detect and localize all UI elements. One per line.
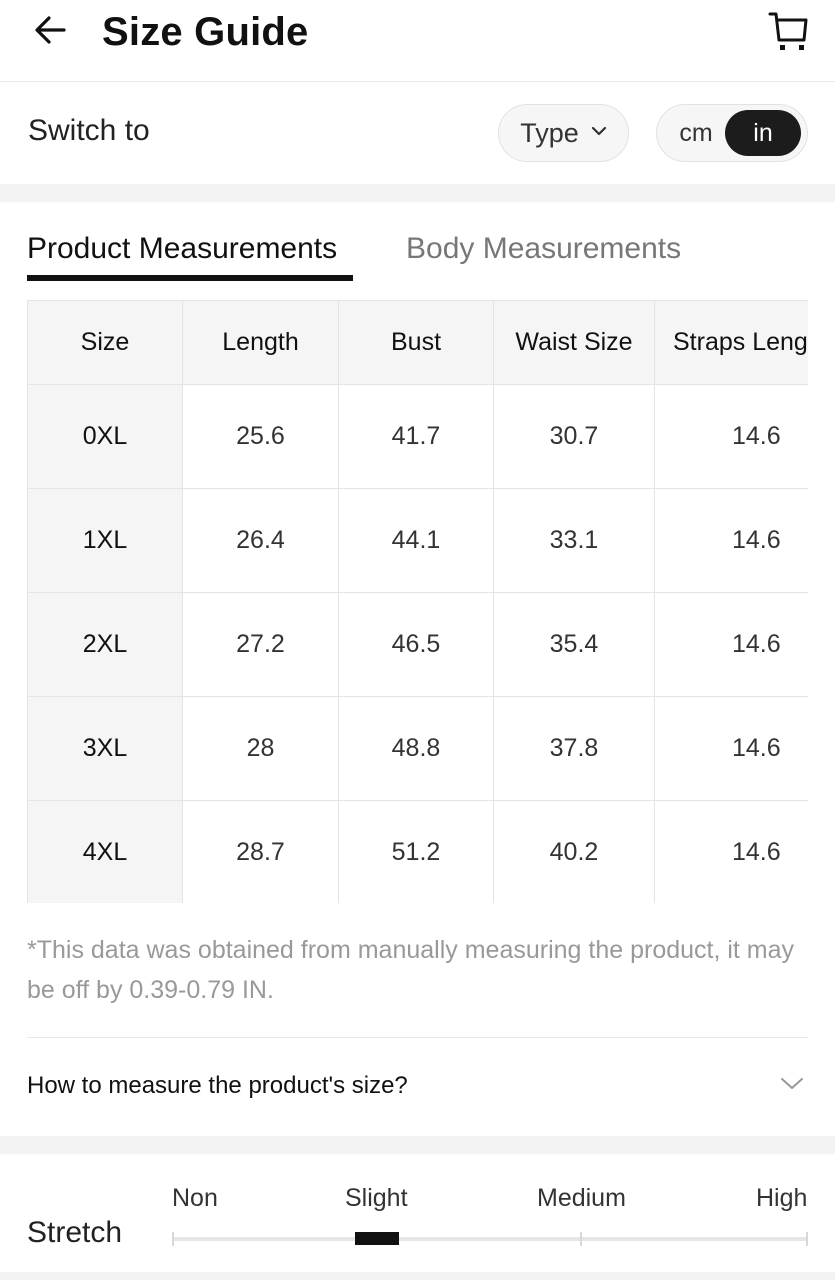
active-tab-indicator [27, 275, 353, 281]
size-cell: 3XL [27, 696, 183, 801]
size-table-scroll[interactable]: Size Length Bust Waist Size Straps Lengt… [27, 300, 808, 903]
page-title: Size Guide [102, 10, 309, 54]
chevron-down-icon [591, 124, 607, 142]
column-header: Size [27, 300, 183, 385]
table-cell: 48.8 [338, 696, 494, 801]
table-cell: 41.7 [338, 384, 494, 489]
table-cell: 33.1 [493, 488, 655, 593]
table-cell: 26.4 [182, 488, 339, 593]
unit-in-option[interactable]: in [725, 110, 801, 156]
stretch-scale-track [172, 1237, 808, 1241]
stretch-scale-tick [806, 1232, 808, 1246]
table-cell: 35.4 [493, 592, 655, 697]
switch-row: Switch to Type cm in [0, 82, 835, 184]
table-cell: 51.2 [338, 800, 494, 903]
stretch-scale-tick [172, 1232, 174, 1246]
type-dropdown[interactable]: Type [498, 104, 629, 162]
table-cell: 14.6 [654, 592, 808, 697]
section-divider [0, 1272, 835, 1280]
stretch-option-high: High [756, 1184, 808, 1212]
chevron-down-icon [779, 1074, 805, 1097]
table-header-row: Size Length Bust Waist Size Straps Lengt… [27, 300, 808, 385]
measurement-disclaimer: *This data was obtained from manually me… [27, 936, 795, 1004]
size-cell: 0XL [27, 384, 183, 489]
table-cell: 27.2 [182, 592, 339, 697]
table-row: 3XL 28 48.8 37.8 14.6 [27, 696, 808, 801]
table-cell: 44.1 [338, 488, 494, 593]
stretch-scale-tick [580, 1232, 582, 1246]
how-to-measure-label: How to measure the product's size? [27, 1072, 408, 1099]
section-divider [0, 1136, 835, 1154]
column-header: Waist Size [493, 300, 655, 385]
table-cell: 14.6 [654, 696, 808, 801]
divider [27, 1037, 808, 1038]
back-button[interactable] [28, 10, 72, 54]
tab-body-measurements[interactable]: Body Measurements [406, 232, 682, 265]
column-header: Bust [338, 300, 494, 385]
table-cell: 46.5 [338, 592, 494, 697]
stretch-option-non: Non [172, 1184, 218, 1212]
size-cell: 1XL [27, 488, 183, 593]
table-cell: 14.6 [654, 800, 808, 903]
table-cell: 28.7 [182, 800, 339, 903]
cart-button[interactable] [765, 8, 813, 56]
unit-cm-option[interactable]: cm [679, 118, 713, 147]
size-table: Size Length Bust Waist Size Straps Lengt… [27, 300, 808, 903]
table-cell: 30.7 [493, 384, 655, 489]
shopping-cart-icon [767, 8, 811, 57]
switch-to-label: Switch to [28, 114, 150, 147]
unit-toggle: cm in [656, 104, 808, 162]
table-cell: 37.8 [493, 696, 655, 801]
table-cell: 25.6 [182, 384, 339, 489]
tab-product-measurements[interactable]: Product Measurements [27, 232, 338, 265]
stretch-option-slight: Slight [345, 1184, 408, 1212]
size-cell: 4XL [27, 800, 183, 903]
table-cell: 14.6 [654, 488, 808, 593]
table-row: 0XL 25.6 41.7 30.7 14.6 [27, 384, 808, 489]
table-row: 4XL 28.7 51.2 40.2 14.6 [27, 800, 808, 903]
table-row: 2XL 27.2 46.5 35.4 14.6 [27, 592, 808, 697]
section-divider [0, 184, 835, 202]
stretch-label: Stretch [27, 1216, 123, 1249]
column-header: Straps Length [654, 300, 808, 385]
table-cell: 28 [182, 696, 339, 801]
size-cell: 2XL [27, 592, 183, 697]
stretch-option-medium: Medium [537, 1184, 626, 1212]
type-dropdown-label: Type [520, 117, 579, 148]
arrow-left-icon [30, 10, 70, 55]
table-cell: 14.6 [654, 384, 808, 489]
column-header: Length [182, 300, 339, 385]
stretch-level-indicator [355, 1232, 399, 1245]
table-cell: 40.2 [493, 800, 655, 903]
header-bar: Size Guide [0, 0, 835, 82]
table-row: 1XL 26.4 44.1 33.1 14.6 [27, 488, 808, 593]
how-to-measure-row[interactable]: How to measure the product's size? [0, 1038, 835, 1136]
